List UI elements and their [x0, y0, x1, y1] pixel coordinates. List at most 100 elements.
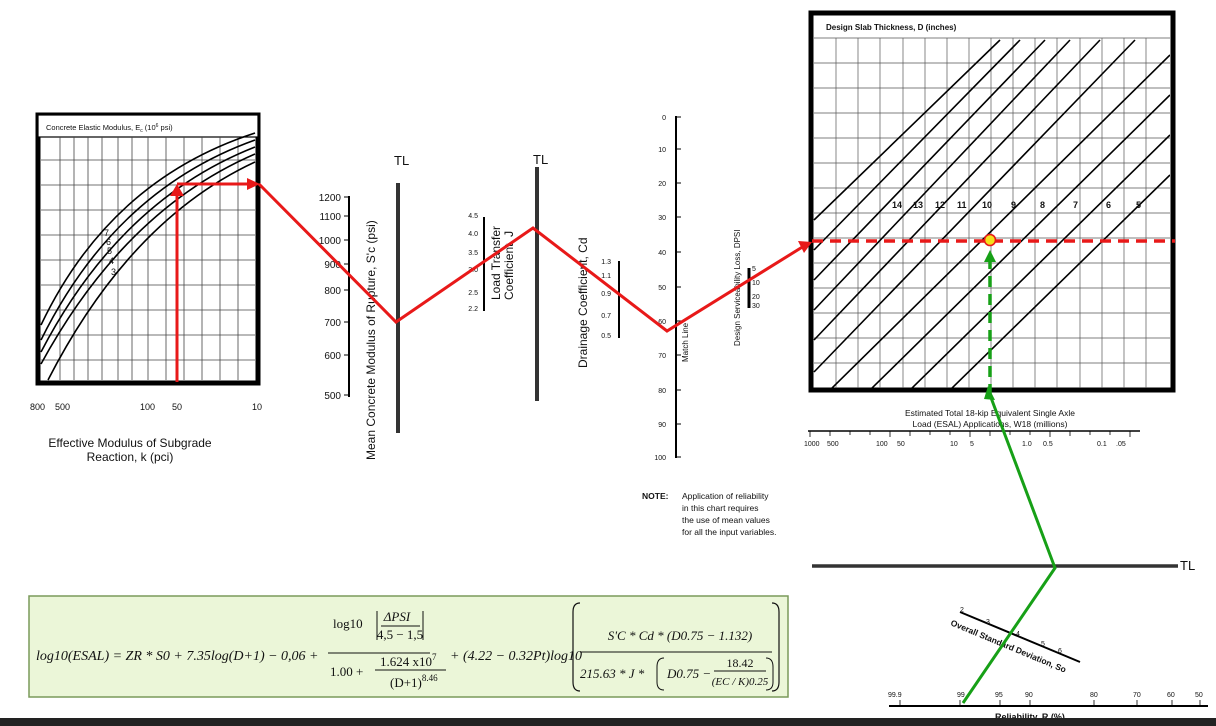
svg-text:0: 0: [662, 115, 666, 122]
match-line-label: Match Line: [681, 322, 690, 362]
svg-text:5: 5: [1136, 200, 1141, 210]
svg-text:40: 40: [658, 250, 666, 257]
svg-text:2.2: 2.2: [468, 306, 478, 313]
formula-mid: + (4.22 − 0.32Pt)log10: [450, 649, 582, 664]
svg-text:50: 50: [658, 285, 666, 292]
svg-text:700: 700: [324, 318, 341, 329]
bottom-bar: [0, 718, 1216, 726]
load-transfer-label: Load Transfer: [489, 226, 503, 300]
svg-text:50: 50: [1195, 692, 1203, 699]
svg-text:100: 100: [876, 441, 888, 448]
standard-deviation-label: Overall Standard Deviation, So: [949, 618, 1068, 675]
formula-box: [28, 595, 789, 698]
svg-text:10: 10: [950, 441, 958, 448]
svg-text:in this chart requires: in this chart requires: [682, 503, 759, 513]
svg-text:11: 11: [957, 200, 967, 210]
svg-text:20: 20: [752, 294, 760, 301]
svg-text:4.5: 4.5: [468, 213, 478, 220]
elastic-modulus-curves: [40, 132, 256, 381]
solution-path-green: [961, 250, 1057, 704]
svg-text:1100: 1100: [319, 212, 341, 223]
formula-den-den: (D+1)8.46: [390, 673, 438, 690]
reliability-note: NOTE: Application of reliability in this…: [642, 491, 777, 537]
svg-text:20: 20: [658, 181, 666, 188]
svg-text:100: 100: [654, 455, 666, 462]
slab-thickness-chart: Design Slab Thickness, D (inches) 14 13 …: [804, 10, 1176, 448]
slab-thickness-title: Design Slab Thickness, D (inches): [826, 23, 957, 32]
svg-text:80: 80: [658, 388, 666, 395]
svg-text:10: 10: [252, 402, 262, 412]
formula-den-num: 1.624 x107: [380, 652, 437, 669]
elastic-modulus-title: Concrete Elastic Modulus, Ec (106 psi): [46, 123, 173, 134]
elastic-modulus-chart: Concrete Elastic Modulus, Ec (106 psi) 7…: [30, 112, 262, 464]
svg-text:800: 800: [30, 402, 45, 412]
subgrade-axis-ticks: 800 500 100 50 10: [30, 402, 262, 412]
reliability-scale: 99.9 99 95 90 80 70 60 50 Reliability, R…: [888, 692, 1208, 722]
svg-text:5: 5: [1041, 641, 1045, 648]
svg-text:10: 10: [658, 147, 666, 154]
load-transfer-scale: 4.5 4.0 3.5 3.0 2.5 2.2 Load Transfer Co…: [468, 213, 516, 313]
svg-text:500: 500: [324, 391, 341, 402]
formula-big-den-b: D0.75 −: [666, 666, 711, 681]
svg-text:99: 99: [957, 692, 965, 699]
formula-dpsi: ΔPSI: [383, 609, 411, 624]
rupture-scale: 1200 1100 1000 900 800 700 600 500 Mean …: [319, 193, 378, 460]
rupture-scale-label: Mean Concrete Modulus of Rupture, S'c (p…: [364, 220, 378, 460]
svg-text:0.5: 0.5: [1043, 441, 1053, 448]
svg-text:NOTE:: NOTE:: [642, 491, 669, 501]
svg-text:6: 6: [106, 237, 111, 247]
subgrade-axis-label: Effective Modulus of Subgrade: [48, 436, 212, 450]
standard-deviation-scale: 2 3 4 5 6 Overall Standard Deviation, So: [949, 607, 1081, 675]
svg-text:4.0: 4.0: [468, 231, 478, 238]
svg-text:the use of mean values: the use of mean values: [682, 515, 770, 525]
turning-line-label-2: TL: [533, 152, 548, 167]
svg-text:2: 2: [960, 607, 964, 614]
svg-text:90: 90: [1025, 692, 1033, 699]
svg-text:500: 500: [827, 441, 839, 448]
svg-text:8: 8: [1040, 200, 1045, 210]
svg-text:60: 60: [1167, 692, 1175, 699]
match-line-scale: 0 10 20 30 40 50 60 70 80 90 100 Match L…: [654, 115, 690, 462]
esal-axis-label: Estimated Total 18-kip Equivalent Single…: [905, 408, 1075, 418]
svg-text:for all the input variables.: for all the input variables.: [682, 527, 777, 537]
svg-text:1.3: 1.3: [601, 259, 611, 266]
esal-axis-ticks: [809, 431, 1131, 437]
curve-labels: 7 6 5 4 3: [104, 228, 116, 277]
svg-text:30: 30: [658, 215, 666, 222]
svg-text:2.5: 2.5: [468, 290, 478, 297]
subgrade-axis-label-2: Reaction, k (pci): [87, 450, 174, 464]
svg-text:4: 4: [1016, 631, 1020, 638]
svg-text:10: 10: [982, 200, 992, 210]
svg-text:7: 7: [1073, 200, 1078, 210]
svg-text:3.5: 3.5: [468, 250, 478, 257]
svg-text:3: 3: [111, 267, 116, 277]
svg-text:14: 14: [892, 200, 902, 210]
turning-line-label-1: TL: [394, 153, 409, 168]
formula-big-den-c-num: 18.42: [727, 656, 754, 670]
svg-text:600: 600: [324, 351, 341, 362]
drainage-label: Drainage Coefficient, Cd: [576, 237, 590, 368]
svg-text:5: 5: [107, 246, 112, 256]
svg-text:800: 800: [324, 286, 341, 297]
turning-line-label-3: TL: [1180, 558, 1195, 573]
svg-text:900: 900: [324, 260, 341, 271]
svg-text:0.9: 0.9: [601, 291, 611, 298]
elastic-modulus-grid: [41, 137, 255, 380]
thickness-labels: 14 13 12 11 10 9 8 7 6 5: [892, 200, 1141, 210]
svg-text:9: 9: [1011, 200, 1016, 210]
svg-text:1000: 1000: [804, 441, 820, 448]
svg-text:90: 90: [658, 422, 666, 429]
svg-text:.05: .05: [1116, 441, 1126, 448]
svg-text:0.5: 0.5: [601, 333, 611, 340]
formula-dpsi-den: 4,5 − 1,5: [377, 627, 423, 642]
svg-text:12: 12: [935, 200, 945, 210]
svg-text:10: 10: [752, 280, 760, 287]
svg-text:Application of reliability: Application of reliability: [682, 491, 769, 501]
svg-text:99.9: 99.9: [888, 692, 902, 699]
formula-big-den-a: 215.63 * J *: [580, 666, 645, 681]
esal-axis-label-2: Load (ESAL) Applications, W18 (millions): [913, 419, 1068, 429]
svg-text:6: 6: [1058, 648, 1062, 655]
slab-thickness-frame: [808, 10, 1176, 393]
svg-text:50: 50: [172, 402, 182, 412]
